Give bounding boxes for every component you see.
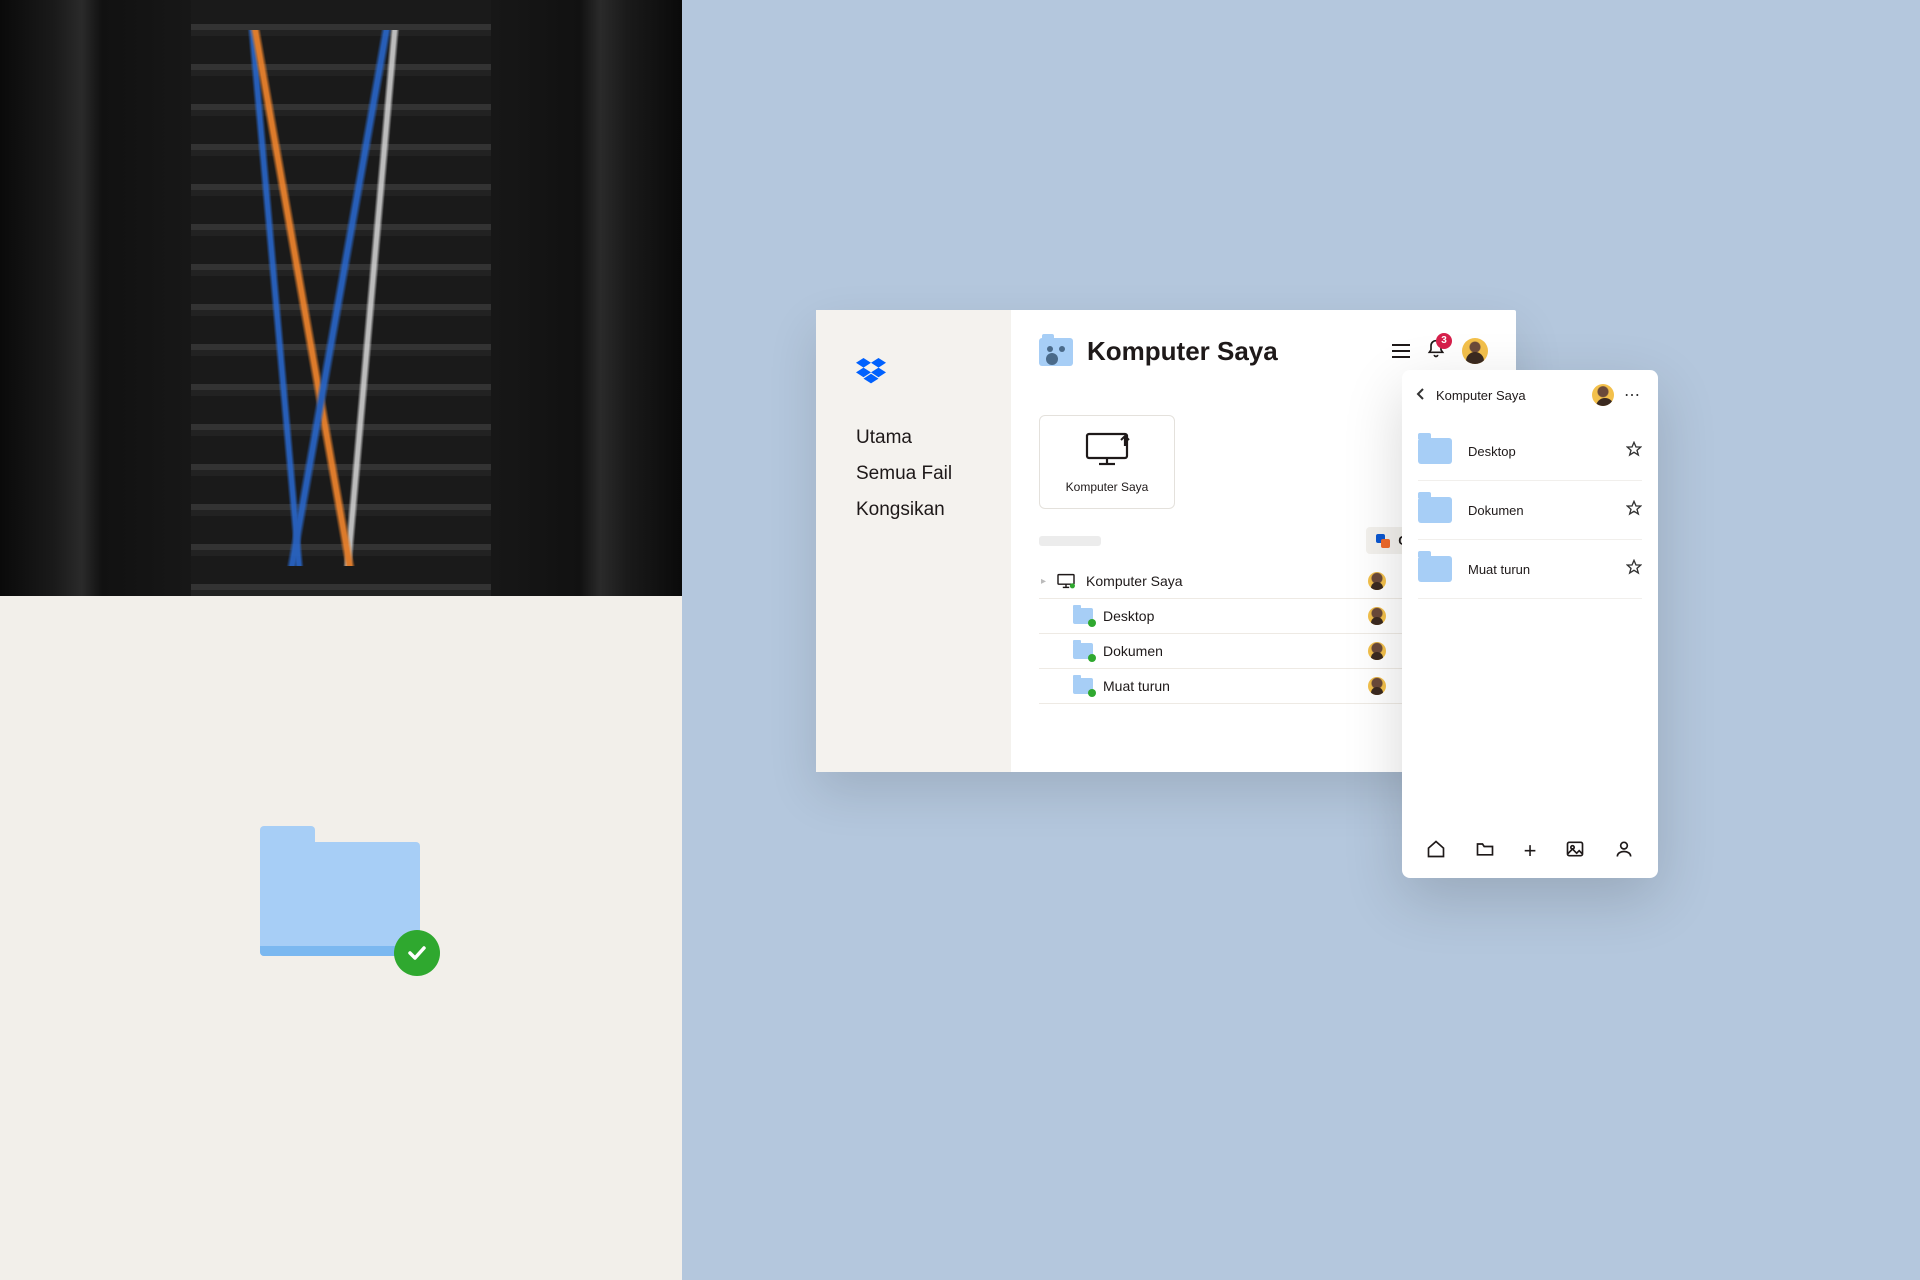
mobile-tabbar: + (1402, 826, 1658, 878)
mobile-file-list: Desktop Dokumen Muat turun (1402, 416, 1658, 826)
left-column (0, 0, 682, 1280)
file-name: Dokumen (1103, 643, 1233, 659)
mobile-header: Komputer Saya ⋯ (1402, 370, 1658, 416)
computer-tile-label: Komputer Saya (1066, 480, 1149, 494)
desktop-sidebar: Utama Semua Fail Kongsikan (816, 310, 1011, 772)
mobile-title: Komputer Saya (1436, 388, 1582, 403)
shared-folder-icon (1039, 338, 1073, 366)
synced-folder-icon (1073, 608, 1093, 624)
dropbox-logo-icon[interactable] (856, 358, 1011, 389)
left-lower-panel (0, 596, 682, 1280)
file-name: Komputer Saya (1086, 573, 1216, 589)
mobile-item-label: Desktop (1468, 444, 1610, 459)
expand-caret-icon[interactable]: ▸ (1041, 576, 1046, 587)
computer-sync-icon (1056, 573, 1076, 589)
file-name: Desktop (1103, 608, 1233, 624)
more-icon[interactable]: ⋯ (1624, 385, 1642, 405)
avatar (1368, 642, 1386, 660)
avatar (1368, 677, 1386, 695)
person-icon[interactable] (1614, 839, 1634, 864)
mobile-item-label: Muat turun (1468, 562, 1610, 577)
computer-upload-icon (1081, 430, 1133, 470)
file-name: Muat turun (1103, 678, 1233, 694)
nav-item-share[interactable]: Kongsikan (856, 499, 1011, 521)
folder-icon[interactable] (1475, 839, 1495, 864)
back-button[interactable] (1416, 387, 1426, 403)
star-icon[interactable] (1626, 500, 1642, 521)
avatar (1368, 572, 1386, 590)
mobile-list-item[interactable]: Muat turun (1418, 540, 1642, 599)
mobile-list-item[interactable]: Dokumen (1418, 481, 1642, 540)
avatar[interactable] (1462, 338, 1488, 364)
chevron-left-icon (1416, 388, 1426, 400)
check-icon (394, 930, 440, 976)
synced-folder-icon (1073, 643, 1093, 659)
folder-icon (1418, 497, 1452, 523)
mobile-list-item[interactable]: Desktop (1418, 422, 1642, 481)
mobile-app-window: Komputer Saya ⋯ Desktop Dokumen Muat tur… (1402, 370, 1658, 878)
desktop-nav: Utama Semua Fail Kongsikan (856, 427, 1011, 521)
notifications-button[interactable]: 3 (1426, 339, 1446, 364)
server-rack-photo (0, 0, 682, 596)
star-icon[interactable] (1626, 441, 1642, 462)
page-title: Komputer Saya (1087, 336, 1278, 367)
computer-tile[interactable]: Komputer Saya (1039, 415, 1175, 509)
menu-icon[interactable] (1392, 344, 1410, 358)
nav-item-all-files[interactable]: Semua Fail (856, 463, 1011, 485)
photo-icon[interactable] (1565, 839, 1585, 864)
placeholder-bar (1039, 536, 1101, 546)
folder-icon (1418, 438, 1452, 464)
notification-count-badge: 3 (1436, 333, 1452, 349)
nav-item-home[interactable]: Utama (856, 427, 1011, 449)
avatar[interactable] (1592, 384, 1614, 406)
create-icon (1376, 534, 1390, 548)
plus-icon[interactable]: + (1524, 838, 1537, 864)
avatar (1368, 607, 1386, 625)
synced-folder-icon (1073, 678, 1093, 694)
synced-folder-graphic (260, 826, 420, 956)
mobile-item-label: Dokumen (1468, 503, 1610, 518)
folder-icon (1418, 556, 1452, 582)
home-icon[interactable] (1426, 839, 1446, 864)
star-icon[interactable] (1626, 559, 1642, 580)
